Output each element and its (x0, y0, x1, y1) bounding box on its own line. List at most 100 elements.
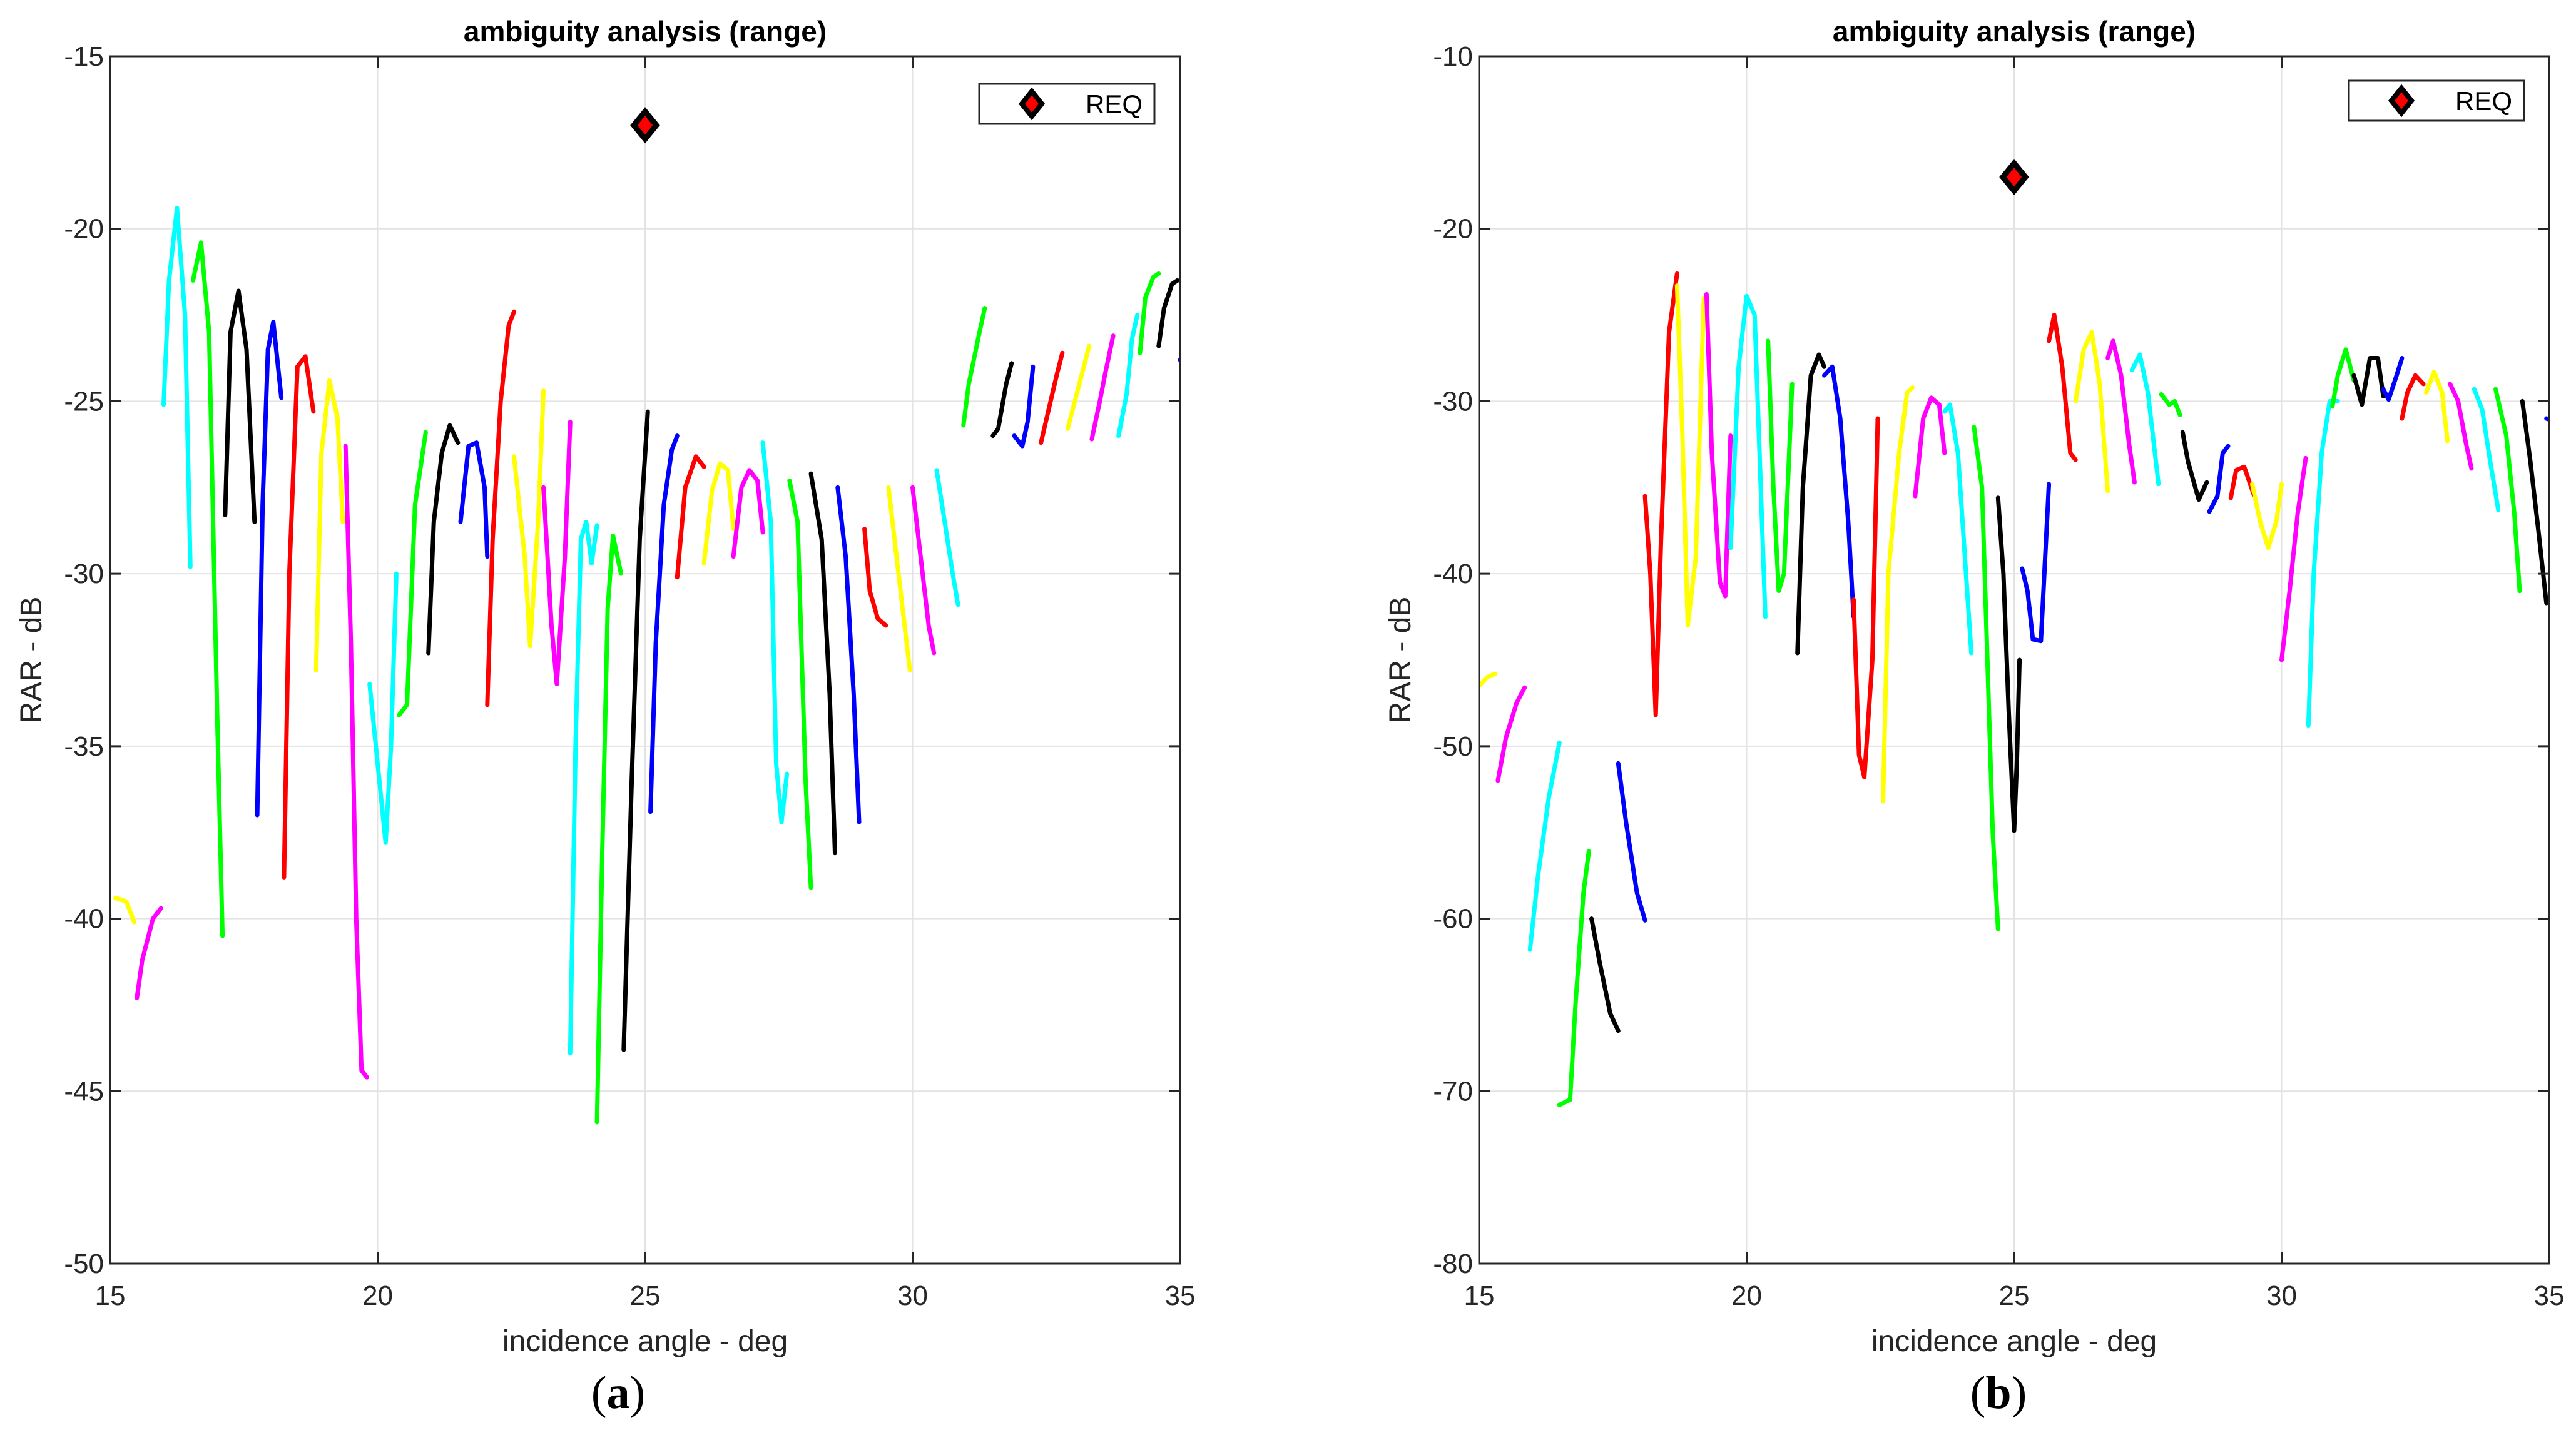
legend-label: REQ (2455, 86, 2512, 116)
x-tick-label: 20 (362, 1280, 393, 1311)
series-line (594, 534, 623, 1125)
legend-label: REQ (1086, 89, 1143, 119)
series-line (2159, 392, 2182, 417)
series-line (2520, 398, 2549, 606)
y-tick-label: -30 (1433, 386, 1473, 417)
series-line (731, 468, 765, 559)
series-line (835, 485, 862, 824)
series-line (1116, 313, 1140, 439)
y-tick-label: -70 (1433, 1076, 1473, 1107)
series-line (113, 896, 136, 925)
series-line (1972, 425, 2000, 931)
series-line (675, 454, 706, 580)
series-line (934, 468, 960, 607)
series-line (1156, 278, 1180, 348)
series-line (1881, 385, 1915, 804)
x-tick-label: 15 (1464, 1280, 1495, 1311)
series-line (2105, 338, 2137, 485)
x-tick-label: 30 (897, 1280, 928, 1311)
series-line (1851, 416, 1880, 779)
y-tick-label: -60 (1433, 904, 1473, 935)
series-line (2047, 313, 2078, 462)
x-axis-label: incidence angle - deg (502, 1325, 788, 1358)
series-line (760, 440, 790, 824)
series-line (961, 306, 987, 428)
series-line (1766, 338, 1795, 594)
x-tick-label: 15 (95, 1280, 126, 1311)
series-line (2180, 430, 2209, 502)
series-line (223, 288, 257, 524)
caption-open-paren: ( (1970, 1367, 1986, 1419)
series-line (191, 240, 225, 938)
series-line (367, 571, 399, 845)
panel-caption-a: (a) (524, 1367, 712, 1420)
series-line (568, 519, 599, 1056)
caption-letter-a: a (606, 1367, 630, 1419)
y-tick-label: -45 (64, 1076, 104, 1107)
series-line (2250, 482, 2284, 550)
series-line (2020, 482, 2052, 644)
series-line (1942, 402, 1974, 656)
series-line (1557, 849, 1591, 1107)
y-tick-label: -50 (64, 1249, 104, 1279)
x-tick-label: 35 (1165, 1280, 1196, 1311)
y-tick-label: -50 (1433, 731, 1473, 762)
series-line (512, 388, 546, 649)
series-line (397, 430, 428, 717)
y-tick-label: -40 (1433, 559, 1473, 589)
series-line (1704, 292, 1733, 599)
y-axis-label: RAR - dB (1384, 597, 1417, 724)
series-line (808, 471, 837, 856)
series-line (1822, 364, 1856, 619)
caption-letter-b: b (1985, 1367, 2012, 1419)
x-tick-label: 20 (1731, 1280, 1762, 1311)
series-group (1479, 271, 2549, 1107)
series-line (343, 444, 369, 1080)
x-tick-label: 35 (2534, 1280, 2565, 1311)
legend-box (978, 83, 1156, 125)
series-line (862, 527, 888, 628)
legend: REQ (2348, 79, 2525, 122)
caption-close-paren: ) (2011, 1367, 2027, 1419)
req-marker (630, 107, 660, 144)
series-line (990, 361, 1014, 439)
series-line (2448, 382, 2474, 471)
y-tick-label: -30 (64, 559, 104, 589)
y-tick-label: -25 (64, 386, 104, 417)
y-tick-label: -20 (1433, 214, 1473, 245)
series-line (2073, 330, 2110, 494)
series-line (135, 906, 163, 1000)
series-line (2493, 387, 2522, 594)
series-line (1616, 761, 1647, 923)
series-line (787, 478, 813, 890)
series-line (1065, 343, 1092, 431)
series-line (1495, 685, 1527, 783)
series-line (541, 420, 573, 687)
y-tick-label: -80 (1433, 1249, 1473, 1279)
series-line (161, 206, 193, 569)
series-line (1012, 364, 1036, 449)
req-marker (1999, 158, 2029, 196)
series-line (1913, 395, 1947, 499)
y-tick-label: -20 (64, 214, 104, 245)
series-line (426, 423, 461, 656)
series-line (255, 320, 284, 818)
series-line (1039, 350, 1065, 445)
series-line (886, 485, 912, 672)
series-line (1995, 495, 2022, 833)
series-line (2351, 356, 2386, 407)
series-line (2129, 352, 2161, 487)
chart-title: ambiguity analysis (range) (1833, 15, 2196, 48)
series-line (2381, 356, 2405, 402)
series-line (2330, 347, 2356, 409)
series-line (485, 309, 516, 707)
series-line (2400, 373, 2426, 421)
series-line (701, 461, 736, 566)
series-line (1527, 740, 1562, 952)
series-line (458, 440, 490, 559)
caption-open-paren: ( (591, 1367, 607, 1419)
series-line (1642, 271, 1679, 717)
series-line (2228, 464, 2258, 500)
y-tick-label: -40 (64, 904, 104, 935)
